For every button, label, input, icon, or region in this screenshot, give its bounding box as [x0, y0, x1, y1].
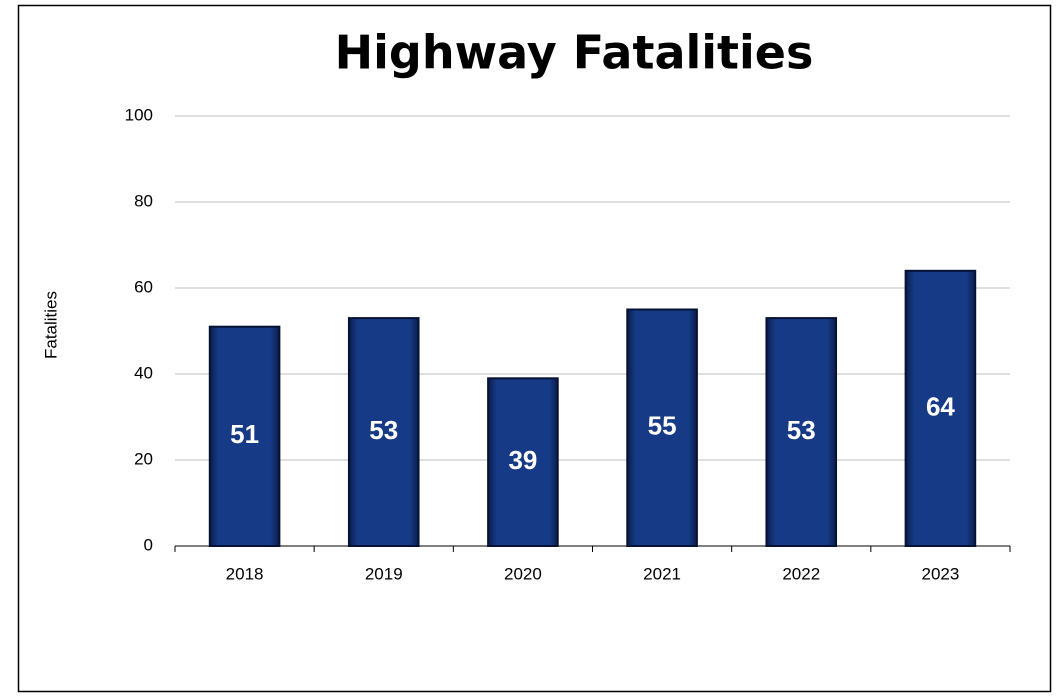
- y-axis-label: Fatalities: [41, 291, 60, 359]
- data-label: 53: [369, 415, 398, 445]
- y-tick-label: 40: [134, 363, 153, 382]
- data-label: 55: [648, 411, 677, 441]
- y-tick-label: 80: [134, 191, 153, 210]
- bar: [765, 317, 838, 547]
- x-tick-label: 2023: [922, 564, 960, 583]
- bar: [904, 269, 977, 547]
- chart-title: Highway Fatalities: [335, 26, 814, 80]
- chart-frame: [17, 4, 1052, 693]
- y-tick-label: 100: [125, 105, 153, 124]
- data-label: 64: [926, 391, 955, 421]
- x-tick-label: 2018: [226, 564, 264, 583]
- bar: [347, 317, 420, 547]
- x-tick-label: 2022: [782, 564, 820, 583]
- x-tick-label: 2021: [643, 564, 681, 583]
- x-tick-label: 2019: [365, 564, 403, 583]
- bar: [208, 325, 281, 548]
- data-label: 51: [230, 419, 259, 449]
- x-tick-label: 2020: [504, 564, 542, 583]
- y-tick-label: 20: [134, 449, 153, 468]
- data-label: 39: [508, 445, 537, 475]
- data-label: 53: [787, 415, 816, 445]
- bar: [626, 308, 698, 547]
- bar: [487, 377, 559, 547]
- y-tick-label: 0: [144, 535, 153, 554]
- y-tick-label: 60: [134, 277, 153, 296]
